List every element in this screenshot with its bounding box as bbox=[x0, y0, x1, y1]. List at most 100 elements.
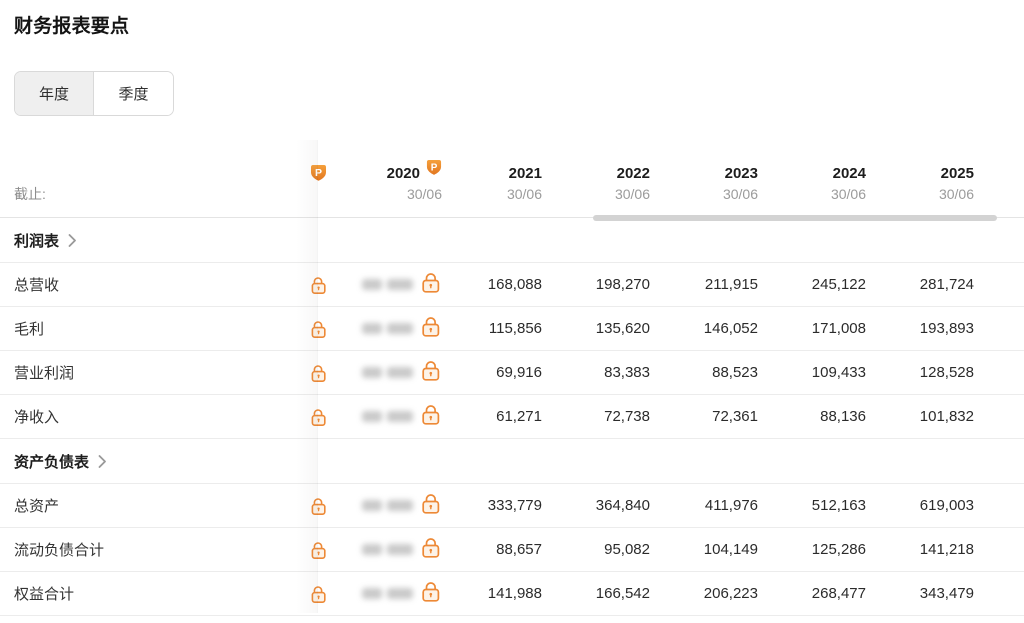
value-cell: 168,088 bbox=[487, 276, 542, 293]
value-cell: 364,840 bbox=[595, 497, 650, 514]
table-row-total-current-liabilities: 流动负债合计 88,657 95,082 104,149 125,286 141… bbox=[0, 528, 1024, 572]
tab-annual[interactable]: 年度 bbox=[15, 72, 94, 115]
locked-value-cell[interactable] bbox=[336, 359, 442, 386]
date-label: 30/06 bbox=[406, 186, 442, 202]
value-cell: 245,122 bbox=[811, 276, 866, 293]
lock-icon bbox=[420, 403, 442, 430]
unlock-icon[interactable] bbox=[300, 407, 336, 427]
year-header-2023: 2023 30/06 bbox=[650, 140, 758, 217]
date-label: 30/06 bbox=[938, 186, 974, 202]
table-row-total-assets: 总资产 333,779 364,840 411,976 512,163 619,… bbox=[0, 484, 1024, 528]
section-title: 利润表 bbox=[14, 232, 60, 250]
value-cell: 109,433 bbox=[811, 364, 866, 381]
financial-table: 截止: 2020 30/06 20 bbox=[0, 140, 1024, 616]
date-label: 30/06 bbox=[506, 186, 542, 202]
section-header-income-statement[interactable]: 利润表 bbox=[0, 218, 1024, 263]
section-header-balance-sheet[interactable]: 资产负债表 bbox=[0, 439, 1024, 484]
table-header: 截止: 2020 30/06 20 bbox=[0, 140, 1024, 218]
row-label: 总资产 bbox=[14, 498, 60, 515]
lock-icon bbox=[420, 492, 442, 519]
year-header-2024: 2024 30/06 bbox=[758, 140, 866, 217]
premium-p-badge-icon bbox=[310, 164, 327, 183]
blurred-value bbox=[362, 500, 413, 511]
locked-value-cell[interactable] bbox=[336, 492, 442, 519]
row-label: 总营收 bbox=[14, 277, 60, 294]
unlock-icon[interactable] bbox=[300, 363, 336, 383]
value-cell: 166,542 bbox=[595, 585, 650, 602]
value-cell: 206,223 bbox=[703, 585, 758, 602]
unlock-icon[interactable] bbox=[300, 496, 336, 516]
locked-value-cell[interactable] bbox=[336, 580, 442, 607]
cutoff-cell: 截止: bbox=[14, 140, 300, 217]
year-label: 2021 bbox=[508, 164, 542, 182]
table-row-total-revenue: 总营收 168,088 198,270 211,915 245,122 281,… bbox=[0, 263, 1024, 307]
row-label: 净收入 bbox=[14, 409, 60, 426]
value-cell: 193,893 bbox=[919, 320, 974, 337]
unlock-icon[interactable] bbox=[300, 319, 336, 339]
page-title: 财务报表要点 bbox=[14, 16, 130, 37]
year-header-2021: 2021 30/06 bbox=[442, 140, 542, 217]
row-label: 毛利 bbox=[14, 321, 45, 338]
value-cell: 512,163 bbox=[811, 497, 866, 514]
year-header-2022: 2022 30/06 bbox=[542, 140, 650, 217]
value-cell: 268,477 bbox=[811, 585, 866, 602]
blurred-value bbox=[362, 279, 413, 290]
lock-icon bbox=[420, 536, 442, 563]
row-label: 权益合计 bbox=[14, 586, 75, 603]
date-label: 30/06 bbox=[614, 186, 650, 202]
table-row-net-income: 净收入 61,271 72,738 72,361 88,136 101,832 bbox=[0, 395, 1024, 439]
date-label: 30/06 bbox=[722, 186, 758, 202]
table-row-operating-profit: 营业利润 69,916 83,383 88,523 109,433 128,52… bbox=[0, 351, 1024, 395]
blurred-value bbox=[362, 588, 413, 599]
value-cell: 171,008 bbox=[811, 320, 866, 337]
value-cell: 141,218 bbox=[919, 541, 974, 558]
cutoff-label: 截止: bbox=[14, 186, 46, 202]
year-label: 2020 bbox=[386, 164, 420, 182]
tab-quarterly[interactable]: 季度 bbox=[94, 72, 173, 115]
value-cell: 141,988 bbox=[487, 585, 542, 602]
chevron-right-icon bbox=[98, 455, 107, 468]
unlock-icon[interactable] bbox=[300, 540, 336, 560]
row-label: 营业利润 bbox=[14, 365, 75, 382]
value-cell: 72,361 bbox=[712, 408, 758, 425]
value-cell: 125,286 bbox=[811, 541, 866, 558]
horizontal-scrollbar-thumb[interactable] bbox=[593, 215, 997, 221]
unlock-icon[interactable] bbox=[300, 584, 336, 604]
row-label: 流动负债合计 bbox=[14, 542, 105, 559]
lock-icon bbox=[420, 315, 442, 342]
value-cell: 69,916 bbox=[496, 364, 542, 381]
blurred-value bbox=[362, 411, 413, 422]
date-label: 30/06 bbox=[830, 186, 866, 202]
year-label: 2023 bbox=[724, 164, 758, 182]
value-cell: 135,620 bbox=[595, 320, 650, 337]
premium-p-badge-icon bbox=[426, 159, 442, 177]
chevron-right-icon bbox=[68, 234, 77, 247]
value-cell: 211,915 bbox=[704, 276, 758, 293]
value-cell: 281,724 bbox=[919, 276, 974, 293]
value-cell: 411,976 bbox=[704, 497, 758, 514]
year-label: 2025 bbox=[940, 164, 974, 182]
table-row-total-equity: 权益合计 141,988 166,542 206,223 268,477 343… bbox=[0, 572, 1024, 616]
value-cell: 101,832 bbox=[919, 408, 974, 425]
year-header-2025: 2025 30/06 bbox=[866, 140, 974, 217]
lock-icon bbox=[420, 580, 442, 607]
locked-value-cell[interactable] bbox=[336, 315, 442, 342]
value-cell: 146,052 bbox=[703, 320, 758, 337]
premium-column-header bbox=[300, 140, 336, 217]
blurred-value bbox=[362, 367, 413, 378]
unlock-icon[interactable] bbox=[300, 275, 336, 295]
value-cell: 61,271 bbox=[496, 408, 542, 425]
period-tab-group: 年度 季度 bbox=[14, 71, 174, 116]
blurred-value bbox=[362, 544, 413, 555]
locked-value-cell[interactable] bbox=[336, 271, 442, 298]
table-row-gross-profit: 毛利 115,856 135,620 146,052 171,008 193,8… bbox=[0, 307, 1024, 351]
value-cell: 128,528 bbox=[919, 364, 974, 381]
value-cell: 95,082 bbox=[604, 541, 650, 558]
value-cell: 104,149 bbox=[703, 541, 758, 558]
locked-value-cell[interactable] bbox=[336, 403, 442, 430]
value-cell: 83,383 bbox=[604, 364, 650, 381]
year-label: 2022 bbox=[616, 164, 650, 182]
year-label: 2024 bbox=[832, 164, 866, 182]
locked-value-cell[interactable] bbox=[336, 536, 442, 563]
